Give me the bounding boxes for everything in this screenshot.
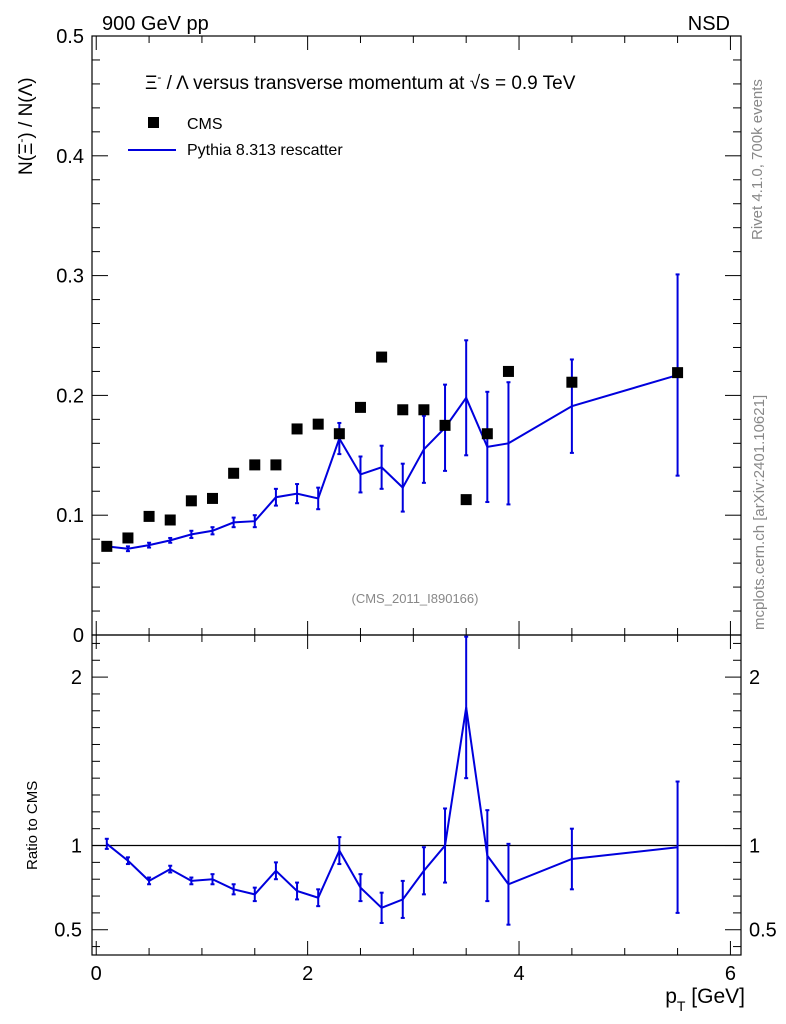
cms-point [228,467,240,479]
legend-pythia-label: Pythia 8.313 rescatter [187,142,343,159]
cms-point [270,459,282,471]
y-tick-label: 0.5 [56,26,84,48]
mcplots-info: mcplots.cern.ch [arXiv:2401.10621] [751,395,768,630]
ratio-tick-label-right: 2 [749,667,760,689]
y-axis-label: N(Ξ-) / N(Λ) [14,77,37,175]
cms-point [333,428,345,440]
title-xi: Ξ [145,73,157,94]
cms-point [101,540,113,552]
rivet-info: Rivet 4.1.0, 700k events [749,79,766,240]
x-tick-label: 4 [513,963,524,985]
ylabel-den: ) / N(Λ) [16,77,37,138]
cms-point [249,459,261,471]
ratio-y-axis-label: Ratio to CMS [24,781,41,870]
cms-point [291,423,303,435]
ylabel-num: N(Ξ [16,143,37,175]
title-energy: = 0.9 TeV [490,73,576,94]
analysis-watermark: (CMS_2011_I890166) [352,591,479,606]
ratio-tick-label-left: 2 [71,667,82,689]
cms-point [439,419,451,431]
title-xi-charge: - [157,70,161,84]
xlabel-main: p [665,985,677,1008]
ratio-tick-label-left: 0.5 [54,920,82,942]
y-tick-label: 0.1 [56,505,84,527]
x-tick-label: 0 [91,963,102,985]
xlabel-sub: T [677,998,686,1014]
ylabel-charge: - [14,139,28,143]
cms-point [164,514,176,526]
title-sqrt-s: √s [470,73,490,94]
ratio-plot-frame [91,634,742,956]
legend-cms-label: CMS [187,116,223,133]
x-axis-label: pT [GeV] [665,985,745,1014]
header-left: 900 GeV pp [102,13,209,35]
cms-point [312,418,324,430]
pythia-line [106,374,678,550]
x-tick-label: 6 [725,963,736,985]
y-tick-label: 0 [73,625,84,647]
ticks-layer: 0 2 4 6 0 0.1 0.2 0.3 0.4 0.5 0.5 0.5 1 1 2 2 [54,26,777,985]
pythia-series-layer [104,273,680,553]
legend-cms-marker [148,117,159,128]
cms-series-layer [101,351,684,552]
ratio-series-layer [104,635,680,926]
ratio-tick-label-left: 1 [71,836,82,858]
cms-point [185,495,197,507]
ratio-tick-label-right: 1 [749,836,760,858]
y-tick-label: 0.3 [56,266,84,288]
cms-point [206,492,218,504]
x-tick-label: 2 [302,963,313,985]
title-middle: / Λ versus transverse momentum at [161,73,469,94]
cms-point [566,376,578,388]
cms-point [354,401,366,413]
cms-point [122,532,134,544]
cms-point [397,404,409,416]
cms-point [418,404,430,416]
cms-point [672,367,684,379]
cms-point [143,510,155,522]
cms-point [502,365,514,377]
ratio-tick-label-right: 0.5 [749,920,777,942]
xlabel-unit: [GeV] [685,985,745,1008]
y-tick-label: 0.4 [56,146,84,168]
header-right: NSD [688,13,730,35]
plot-title: Ξ- / Λ versus transverse momentum at √s … [145,70,576,94]
cms-point [481,428,493,440]
ratio-line [106,707,678,910]
cms-point [460,494,472,506]
cms-point [376,351,388,363]
y-tick-label: 0.2 [56,385,84,407]
